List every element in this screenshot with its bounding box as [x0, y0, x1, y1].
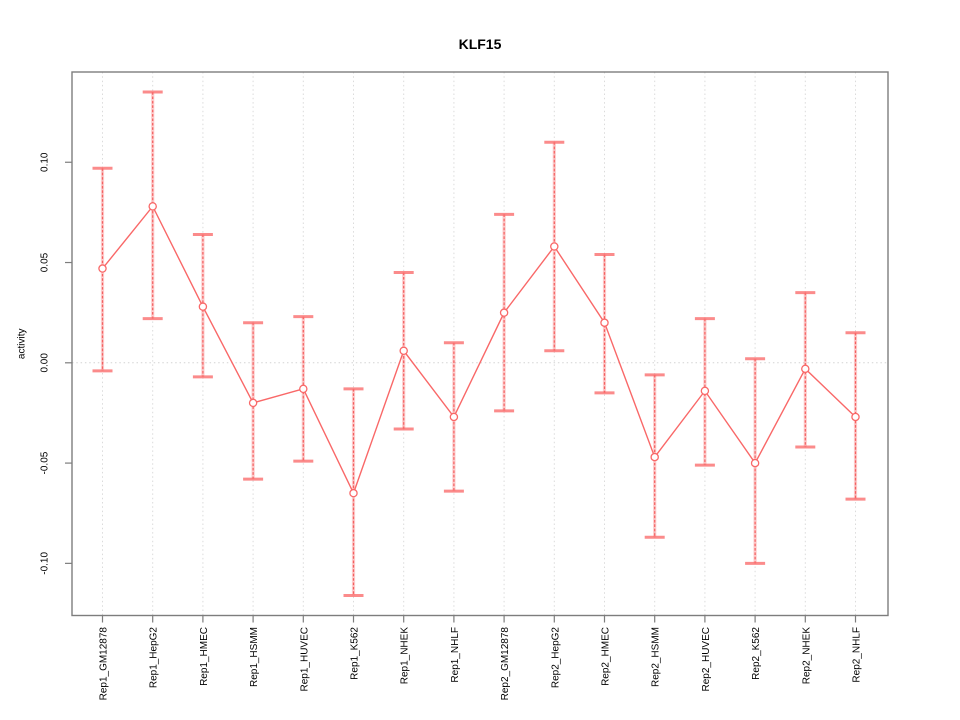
data-point-marker [750, 458, 760, 468]
data-point-marker [801, 364, 810, 374]
x-tick-label: Rep2_HepG2 [550, 627, 561, 689]
y-axis-labels-group: -0.10 -0.05 0.00 0.05 0.10 [40, 152, 51, 575]
x-tick-label: Rep1_HUVEC [299, 627, 310, 691]
data-point-marker [148, 202, 157, 211]
x-tick-label: Rep2_K562 [751, 627, 762, 680]
axes-group [65, 71, 889, 623]
data-point-marker [499, 308, 509, 317]
x-tick-label: Rep2_HMEC [601, 627, 612, 686]
chart-title: KLF15 [459, 36, 502, 52]
data-point-marker [449, 412, 459, 422]
data-point-marker [399, 346, 408, 356]
data-point-marker [349, 488, 358, 498]
x-axis-labels-group: Rep1_GM12878 Rep1_HepG2 Rep1_HMEC Rep1_HSMM… [99, 627, 863, 701]
x-tick-label: Rep1_HepG2 [149, 627, 160, 689]
y-axis-title: activity [17, 329, 28, 360]
data-series-group [98, 202, 860, 498]
error-bars-group [92, 90, 866, 597]
data-point-marker [851, 412, 860, 422]
data-point-marker [650, 452, 659, 462]
data-point-marker [700, 386, 710, 396]
activity-line [101, 205, 856, 495]
gridlines-group [102, 72, 856, 616]
x-tick-label: Rep2_HUVEC [701, 627, 712, 691]
data-point-marker [600, 318, 609, 327]
x-tick-label: Rep1_HSMM [249, 627, 260, 687]
y-tick-label: -0.05 [40, 451, 51, 474]
data-point-marker [550, 242, 559, 251]
x-tick-label: Rep1_GM12878 [99, 627, 110, 701]
plot-border [71, 71, 889, 617]
y-tick-label: -0.10 [40, 552, 51, 575]
x-tick-label: Rep1_NHLF [450, 627, 461, 683]
x-tick-label: Rep1_K562 [350, 627, 361, 680]
x-tick-label: Rep1_HMEC [199, 627, 210, 686]
x-tick-label: Rep2_NHEK [801, 627, 812, 685]
x-tick-label: Rep2_HSMM [651, 627, 662, 687]
data-point-marker [248, 398, 258, 408]
data-point-marker [98, 264, 107, 273]
x-tick-label: Rep1_NHEK [400, 627, 411, 685]
y-tick-label: 0.05 [40, 252, 51, 272]
y-tick-label: 0.10 [40, 152, 51, 172]
y-tick-label: 0.00 [40, 353, 51, 373]
data-point-marker [299, 384, 308, 394]
x-tick-label: Rep2_NHLF [852, 627, 863, 683]
x-tick-label: Rep2_GM12878 [500, 627, 511, 701]
data-point-marker [198, 302, 208, 311]
